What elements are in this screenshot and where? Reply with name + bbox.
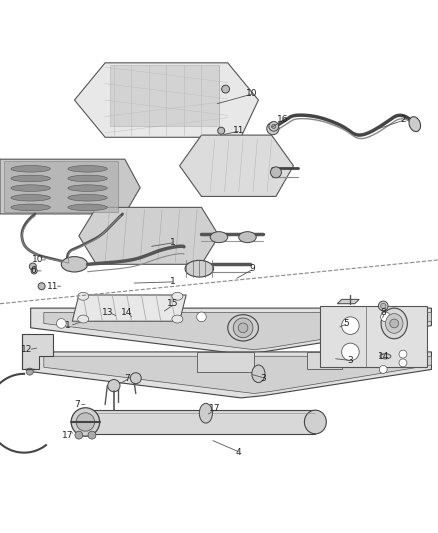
Polygon shape	[0, 159, 140, 214]
Ellipse shape	[78, 292, 88, 300]
Ellipse shape	[381, 308, 407, 339]
Ellipse shape	[304, 410, 326, 434]
Ellipse shape	[379, 366, 387, 374]
Ellipse shape	[386, 314, 402, 332]
Ellipse shape	[131, 373, 141, 384]
Ellipse shape	[239, 232, 256, 243]
Ellipse shape	[228, 314, 258, 341]
Polygon shape	[110, 65, 219, 126]
Ellipse shape	[380, 354, 391, 359]
Ellipse shape	[11, 175, 50, 182]
Text: 11: 11	[233, 126, 244, 135]
Polygon shape	[31, 308, 431, 354]
Text: 1: 1	[170, 277, 176, 286]
Ellipse shape	[197, 312, 206, 322]
Text: 7: 7	[74, 400, 80, 409]
Ellipse shape	[26, 368, 33, 375]
Text: 17: 17	[209, 405, 220, 414]
Ellipse shape	[57, 319, 66, 328]
Polygon shape	[337, 300, 359, 304]
Text: 3: 3	[260, 374, 266, 383]
Ellipse shape	[185, 260, 214, 277]
Ellipse shape	[11, 195, 50, 201]
Ellipse shape	[233, 318, 253, 338]
Polygon shape	[79, 207, 219, 264]
Ellipse shape	[68, 204, 107, 211]
Polygon shape	[44, 356, 431, 393]
Text: 12: 12	[21, 345, 32, 354]
Ellipse shape	[390, 319, 399, 328]
Ellipse shape	[75, 431, 83, 439]
Text: 3: 3	[347, 356, 353, 365]
Polygon shape	[22, 334, 53, 369]
Text: 14: 14	[378, 352, 389, 361]
Ellipse shape	[267, 123, 279, 135]
Polygon shape	[4, 161, 118, 212]
Ellipse shape	[172, 315, 183, 323]
Text: 10: 10	[246, 89, 258, 98]
Polygon shape	[74, 63, 258, 138]
Text: 13: 13	[102, 308, 113, 317]
Ellipse shape	[218, 127, 225, 134]
Ellipse shape	[252, 365, 265, 383]
Text: 5: 5	[343, 319, 349, 328]
Text: 1: 1	[170, 238, 176, 247]
Text: 1: 1	[65, 321, 71, 330]
Polygon shape	[197, 352, 254, 372]
Ellipse shape	[88, 431, 96, 439]
Polygon shape	[88, 410, 315, 434]
Text: 7: 7	[124, 374, 130, 383]
Text: 6: 6	[30, 266, 36, 276]
Ellipse shape	[385, 313, 403, 333]
Ellipse shape	[68, 166, 107, 172]
Ellipse shape	[76, 413, 95, 431]
Ellipse shape	[68, 175, 107, 182]
Text: 11: 11	[47, 282, 58, 290]
Ellipse shape	[31, 268, 37, 274]
Ellipse shape	[38, 282, 45, 290]
Ellipse shape	[77, 410, 99, 434]
Ellipse shape	[381, 303, 386, 309]
Text: 2: 2	[400, 115, 406, 124]
Polygon shape	[31, 352, 431, 398]
Ellipse shape	[68, 185, 107, 191]
Text: 9: 9	[249, 264, 255, 273]
Text: 16: 16	[277, 115, 288, 124]
Text: 15: 15	[167, 299, 179, 308]
Ellipse shape	[78, 315, 88, 323]
Text: 4: 4	[236, 448, 241, 457]
Ellipse shape	[409, 117, 420, 132]
Polygon shape	[180, 135, 293, 197]
Ellipse shape	[270, 167, 281, 178]
Text: 10: 10	[32, 255, 43, 264]
Polygon shape	[307, 352, 342, 369]
Ellipse shape	[342, 317, 359, 334]
Ellipse shape	[29, 263, 36, 270]
Ellipse shape	[172, 292, 183, 300]
Ellipse shape	[71, 408, 99, 436]
Ellipse shape	[399, 350, 407, 358]
Ellipse shape	[11, 166, 50, 172]
Ellipse shape	[238, 323, 248, 333]
Ellipse shape	[11, 185, 50, 191]
Ellipse shape	[11, 204, 50, 211]
Ellipse shape	[61, 257, 88, 272]
Text: 17: 17	[62, 431, 74, 440]
Ellipse shape	[222, 85, 230, 93]
Ellipse shape	[342, 343, 359, 361]
Ellipse shape	[269, 122, 279, 131]
Ellipse shape	[199, 403, 212, 423]
Ellipse shape	[378, 301, 388, 311]
Ellipse shape	[399, 359, 407, 367]
Polygon shape	[44, 312, 431, 350]
Ellipse shape	[68, 195, 107, 201]
Polygon shape	[320, 306, 427, 367]
Text: 14: 14	[121, 308, 133, 317]
Ellipse shape	[272, 124, 276, 128]
Ellipse shape	[210, 232, 228, 243]
Ellipse shape	[108, 379, 120, 392]
Polygon shape	[72, 295, 186, 321]
Text: 8: 8	[380, 308, 386, 317]
Ellipse shape	[381, 312, 390, 322]
